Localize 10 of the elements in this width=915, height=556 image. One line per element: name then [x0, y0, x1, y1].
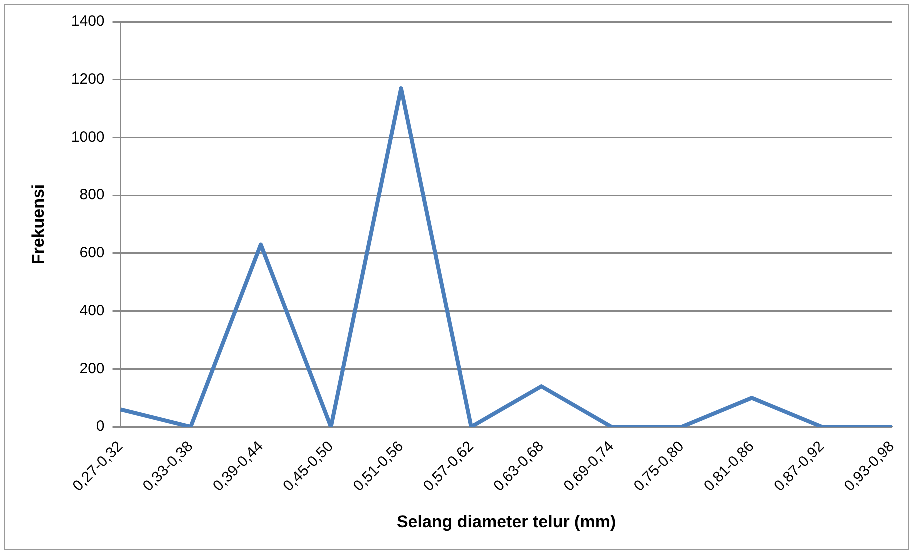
- y-tick-label: 1000: [71, 128, 105, 146]
- y-tick-label: 1400: [71, 13, 105, 30]
- y-tick-label: 0: [96, 418, 105, 436]
- y-tick-label: 800: [80, 186, 105, 204]
- y-tick-label: 400: [80, 302, 105, 320]
- y-axis-title: Frekuensi: [28, 184, 48, 265]
- x-axis-title: Selang diameter telur (mm): [396, 512, 616, 532]
- y-tick-label: 600: [80, 244, 105, 262]
- y-tick-label: 1200: [71, 71, 105, 88]
- y-tick-label: 200: [80, 360, 105, 378]
